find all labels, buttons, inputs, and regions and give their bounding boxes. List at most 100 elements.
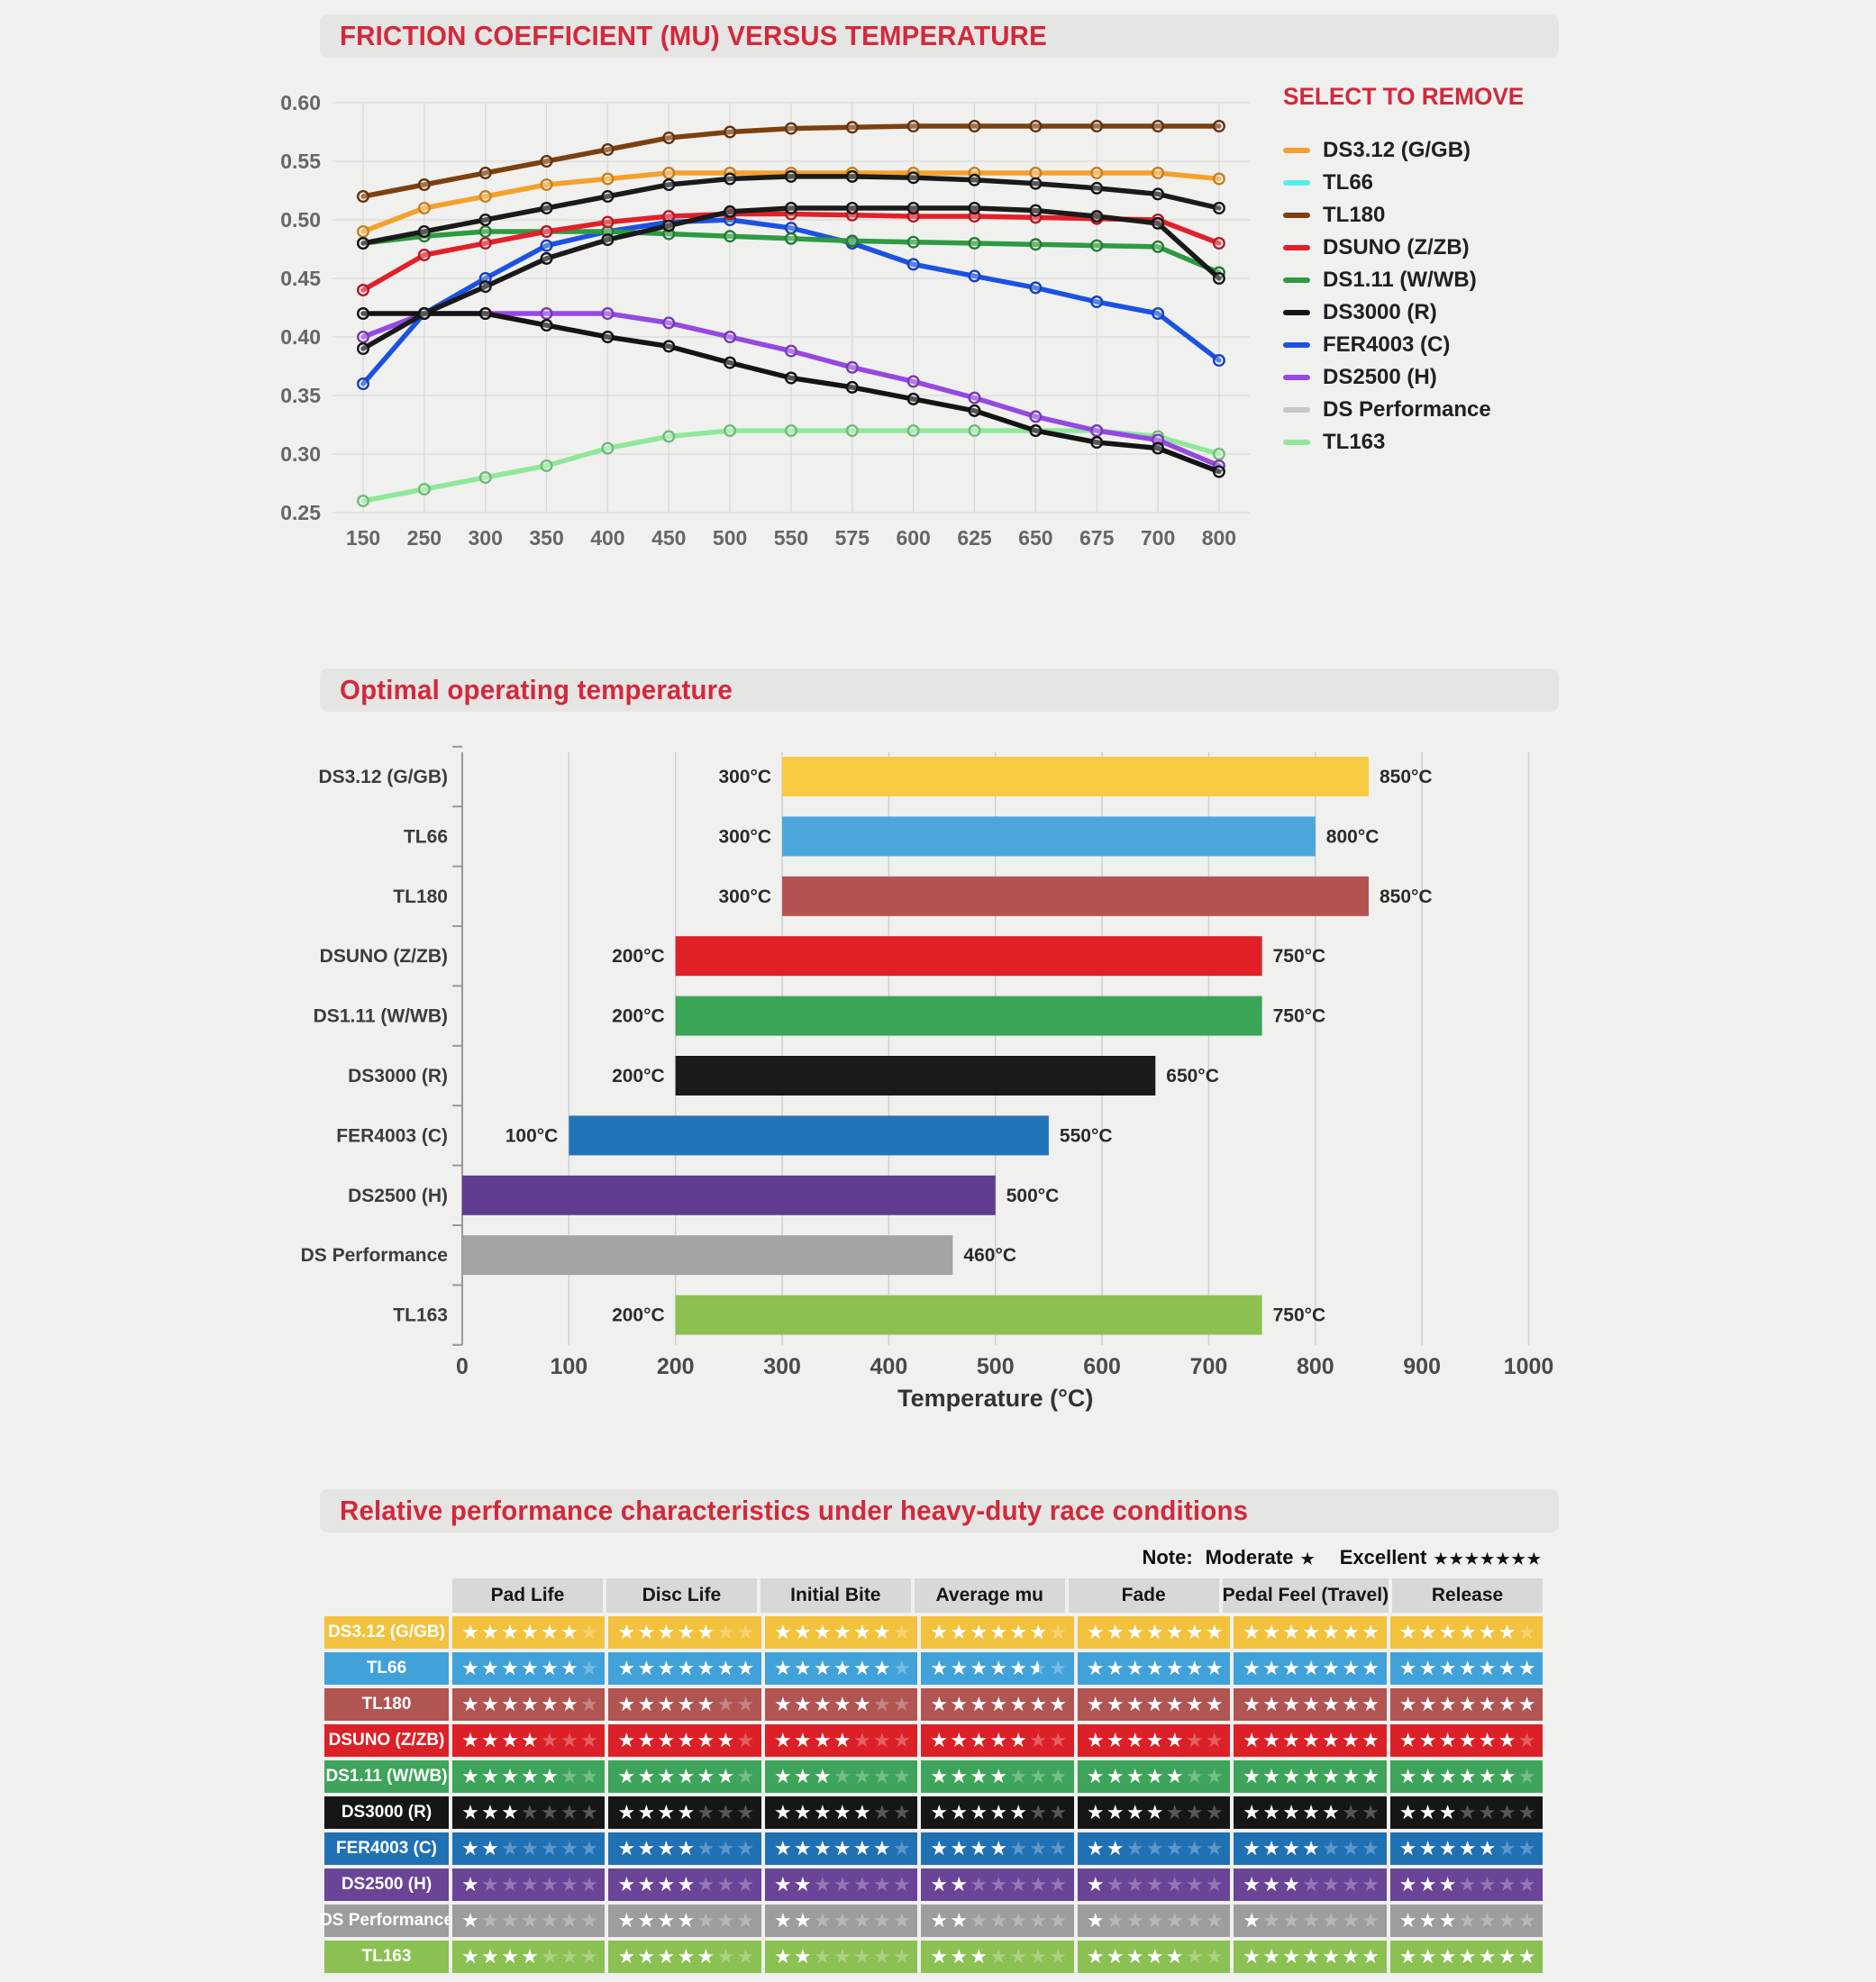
star-icon: ★ — [1498, 1657, 1516, 1679]
rating-cell-fade: ★ ★ ★ ★ ★ ★ ★ — [1077, 1832, 1231, 1865]
svg-text:TL66: TL66 — [404, 826, 448, 847]
legend-item-ds-performance[interactable]: DS Performance — [1283, 394, 1562, 426]
operating-temperature-bar-chart: 0 100 200 300 400 500 600 700 800 900 1000 Temperat… — [301, 745, 1554, 1412]
svg-text:0: 0 — [456, 1354, 469, 1379]
star-icon: ★ — [1438, 1909, 1457, 1932]
star-icon: ★ — [637, 1621, 656, 1643]
star-icon: ★ — [657, 1765, 676, 1787]
svg-text:1000: 1000 — [1504, 1354, 1554, 1379]
star-icon: ★ ★ — [1028, 1657, 1048, 1679]
star-icon: ★ — [1009, 1693, 1028, 1715]
star-icon: ★ — [461, 1909, 479, 1932]
star-icon: ★ — [1086, 1837, 1105, 1859]
star-icon: ★ — [677, 1657, 696, 1679]
rating-cell-average-mu: ★ ★ ★ ★ ★ ★ ★ — [921, 1760, 1074, 1793]
star-icon: ★ — [773, 1729, 792, 1751]
star-icon: ★ — [1438, 1621, 1457, 1643]
svg-text:700: 700 — [1141, 526, 1175, 550]
star-icon: ★ — [872, 1657, 891, 1679]
legend-swatch-ds3-12-g-gb — [1283, 148, 1310, 153]
rating-cell-average-mu: ★ ★ ★ ★ ★ ★ ★ — [921, 1616, 1074, 1649]
rating-cell-pedal-feel-travel: ★ ★ ★ ★ ★ ★ ★ — [1234, 1688, 1387, 1721]
star-icon: ★ — [930, 1909, 949, 1932]
star-icon: ★ — [1145, 1729, 1164, 1751]
star-icon: ★ — [1498, 1909, 1516, 1932]
star-icon: ★ — [1165, 1909, 1184, 1932]
star-icon: ★ — [833, 1837, 851, 1859]
legend-item-ds2500-h[interactable]: DS2500 (H) — [1283, 361, 1562, 394]
star-icon: ★ — [1458, 1909, 1477, 1932]
rating-cell-initial-bite: ★ ★ ★ ★ ★ ★ ★ — [764, 1760, 918, 1793]
star-icon: ★ — [716, 1945, 735, 1968]
legend-item-dsuno-z-zb[interactable]: DSUNO (Z/ZB) — [1283, 232, 1562, 264]
rating-cell-average-mu: ★ ★ ★ ★ ★ ★ ★ ★ — [921, 1652, 1074, 1685]
svg-text:200°C: 200°C — [612, 1066, 665, 1086]
star-icon: ★ — [657, 1945, 676, 1968]
svg-text:150: 150 — [346, 526, 380, 550]
performance-table: Pad Life Disc Life Initial Bite Average mu F… — [320, 1578, 1543, 1977]
legend-swatch-fer4003-c — [1283, 342, 1310, 348]
svg-text:700: 700 — [1190, 1354, 1228, 1379]
star-icon: ★ — [1106, 1657, 1125, 1679]
star-icon: ★ — [1342, 1765, 1360, 1787]
legend-item-tl163[interactable]: TL163 — [1283, 426, 1562, 459]
star-icon: ★ — [1029, 1693, 1048, 1715]
line-chart-grid: 0.60 0.55 0.50 0.45 0.40 0.35 0.30 0.25 150 250 30… — [280, 91, 1250, 550]
legend-item-ds3-12-g-gb[interactable]: DS3.12 (G/GB) — [1283, 134, 1562, 167]
star-icon: ★ — [560, 1621, 578, 1643]
svg-text:800°C: 800°C — [1326, 826, 1380, 847]
star-icon: ★ — [1517, 1801, 1536, 1823]
legend-label: DS2500 (H) — [1323, 365, 1437, 389]
table-row-fer4003-c: FER4003 (C) ★ ★ ★ ★ ★ ★ ★ ★ ★ ★ ★ ★ ★ ★ ★ ★ ★ ★ ★ ★ ★ ★ ★ ★ ★ ★ ★ ★ ★… — [324, 1832, 1543, 1865]
star-icon: ★ — [1262, 1837, 1280, 1859]
star-icon: ★ — [541, 1693, 559, 1715]
legend-item-tl66[interactable]: TL66 — [1283, 167, 1562, 199]
star-icon: ★ — [1478, 1693, 1497, 1715]
svg-text:DS2500 (H): DS2500 (H) — [348, 1186, 448, 1206]
star-icon: ★ — [872, 1801, 891, 1823]
legend-item-fer4003-c[interactable]: FER4003 (C) — [1283, 329, 1562, 361]
star-icon: ★ — [1361, 1729, 1380, 1751]
star-icon: ★ — [793, 1909, 812, 1932]
star-icon: ★ — [580, 1693, 598, 1715]
legend-item-ds3000-r[interactable]: DS3000 (R) — [1283, 296, 1562, 329]
star-icon: ★ — [1106, 1693, 1125, 1715]
table-row-ds3000-r: DS3000 (R) ★ ★ ★ ★ ★ ★ ★ ★ ★ ★ ★ ★ ★ ★ ★ ★ ★ ★ ★ ★ ★ ★ ★ ★ ★ ★ ★ ★ ★ ★… — [324, 1796, 1543, 1829]
star-icon: ★ — [1342, 1729, 1360, 1751]
star-icon: ★ — [1086, 1909, 1105, 1932]
star-icon: ★ — [833, 1945, 851, 1968]
rating-cell-initial-bite: ★ ★ ★ ★ ★ ★ ★ — [764, 1941, 918, 1973]
legend-item-tl180[interactable]: TL180 — [1283, 199, 1562, 232]
row-label: DSUNO (Z/ZB) — [324, 1724, 449, 1757]
rating-cell-fade: ★ ★ ★ ★ ★ ★ ★ — [1077, 1652, 1231, 1685]
temp-bar-ds3000-r: DS3000 (R) 200°C 650°C — [348, 1056, 1219, 1096]
star-icon: ★ — [1243, 1729, 1261, 1751]
star-icon: ★ — [892, 1621, 911, 1643]
legend-label: TL66 — [1323, 170, 1374, 195]
svg-text:0.60: 0.60 — [280, 91, 321, 114]
rating-cell-disc-life: ★ ★ ★ ★ ★ ★ ★ — [608, 1868, 761, 1901]
star-icon: ★ — [560, 1765, 578, 1787]
star-icon: ★ — [1478, 1909, 1497, 1932]
svg-text:TL163: TL163 — [393, 1305, 448, 1326]
svg-text:600: 600 — [896, 526, 930, 550]
star-icon: ★ — [1302, 1729, 1320, 1751]
star-icon: ★ — [1049, 1801, 1068, 1823]
star-icon: ★ — [1165, 1837, 1184, 1859]
svg-text:DS1.11 (W/WB): DS1.11 (W/WB) — [314, 1006, 448, 1027]
rating-cell-disc-life: ★ ★ ★ ★ ★ ★ ★ — [608, 1796, 761, 1829]
star-icon: ★ — [1517, 1693, 1536, 1715]
table-row-ds2500-h: DS2500 (H) ★ ★ ★ ★ ★ ★ ★ ★ ★ ★ ★ ★ ★ ★ ★ ★ ★ ★ ★ ★ ★ ★ ★ ★ ★ ★ ★ ★ ★ ★… — [324, 1868, 1543, 1901]
star-icon: ★ — [677, 1729, 696, 1751]
star-icon: ★ — [930, 1801, 949, 1823]
svg-text:850°C: 850°C — [1380, 767, 1433, 787]
star-icon: ★ — [677, 1945, 696, 1968]
star-icon: ★ — [813, 1765, 832, 1787]
svg-text:0.30: 0.30 — [280, 442, 321, 466]
star-icon: ★ — [833, 1621, 851, 1643]
rating-cell-disc-life: ★ ★ ★ ★ ★ ★ ★ — [608, 1832, 761, 1865]
star-icon: ★ — [697, 1801, 715, 1823]
star-icon: ★ — [461, 1801, 479, 1823]
note-excellent-label: Excellent — [1339, 1546, 1427, 1568]
legend-item-ds1-11-w-wb[interactable]: DS1.11 (W/WB) — [1283, 264, 1562, 296]
